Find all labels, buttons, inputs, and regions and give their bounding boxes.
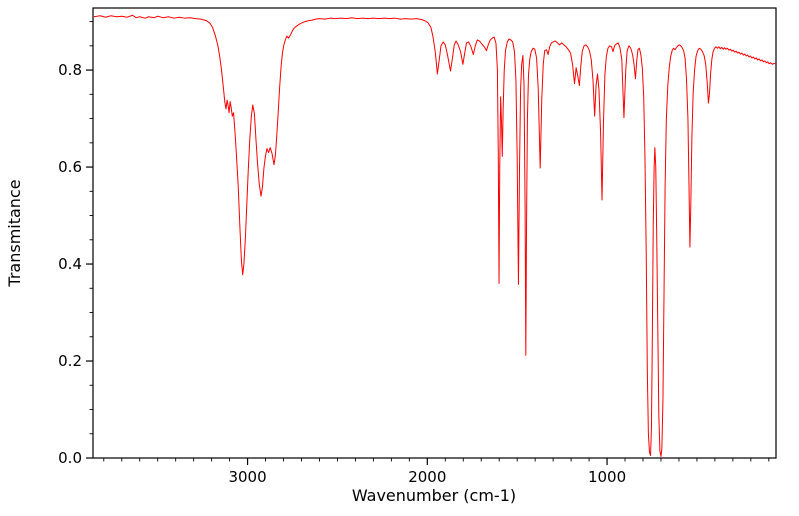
tick-label: 0.0: [58, 449, 82, 467]
y-axis-label: Transmitance: [5, 179, 24, 287]
axis-tick-labels: 3000 2000 1000 0.0 0.2 0.4 0.6 0.8: [58, 61, 626, 486]
tick-label: 2000: [408, 468, 446, 486]
tick-label: 0.4: [58, 255, 82, 273]
tick-label: 0.8: [58, 61, 82, 79]
series-layer: [93, 14, 776, 458]
tick-label: 0.2: [58, 352, 82, 370]
x-axis-label: Wavenumber (cm-1): [352, 486, 516, 505]
plot-background: [93, 8, 776, 458]
tick-label: 1000: [588, 468, 626, 486]
tick-label: 3000: [228, 468, 266, 486]
spectrum-line: [93, 14, 776, 458]
plot-frame: [92, 7, 777, 459]
tick-label: 0.6: [58, 158, 82, 176]
